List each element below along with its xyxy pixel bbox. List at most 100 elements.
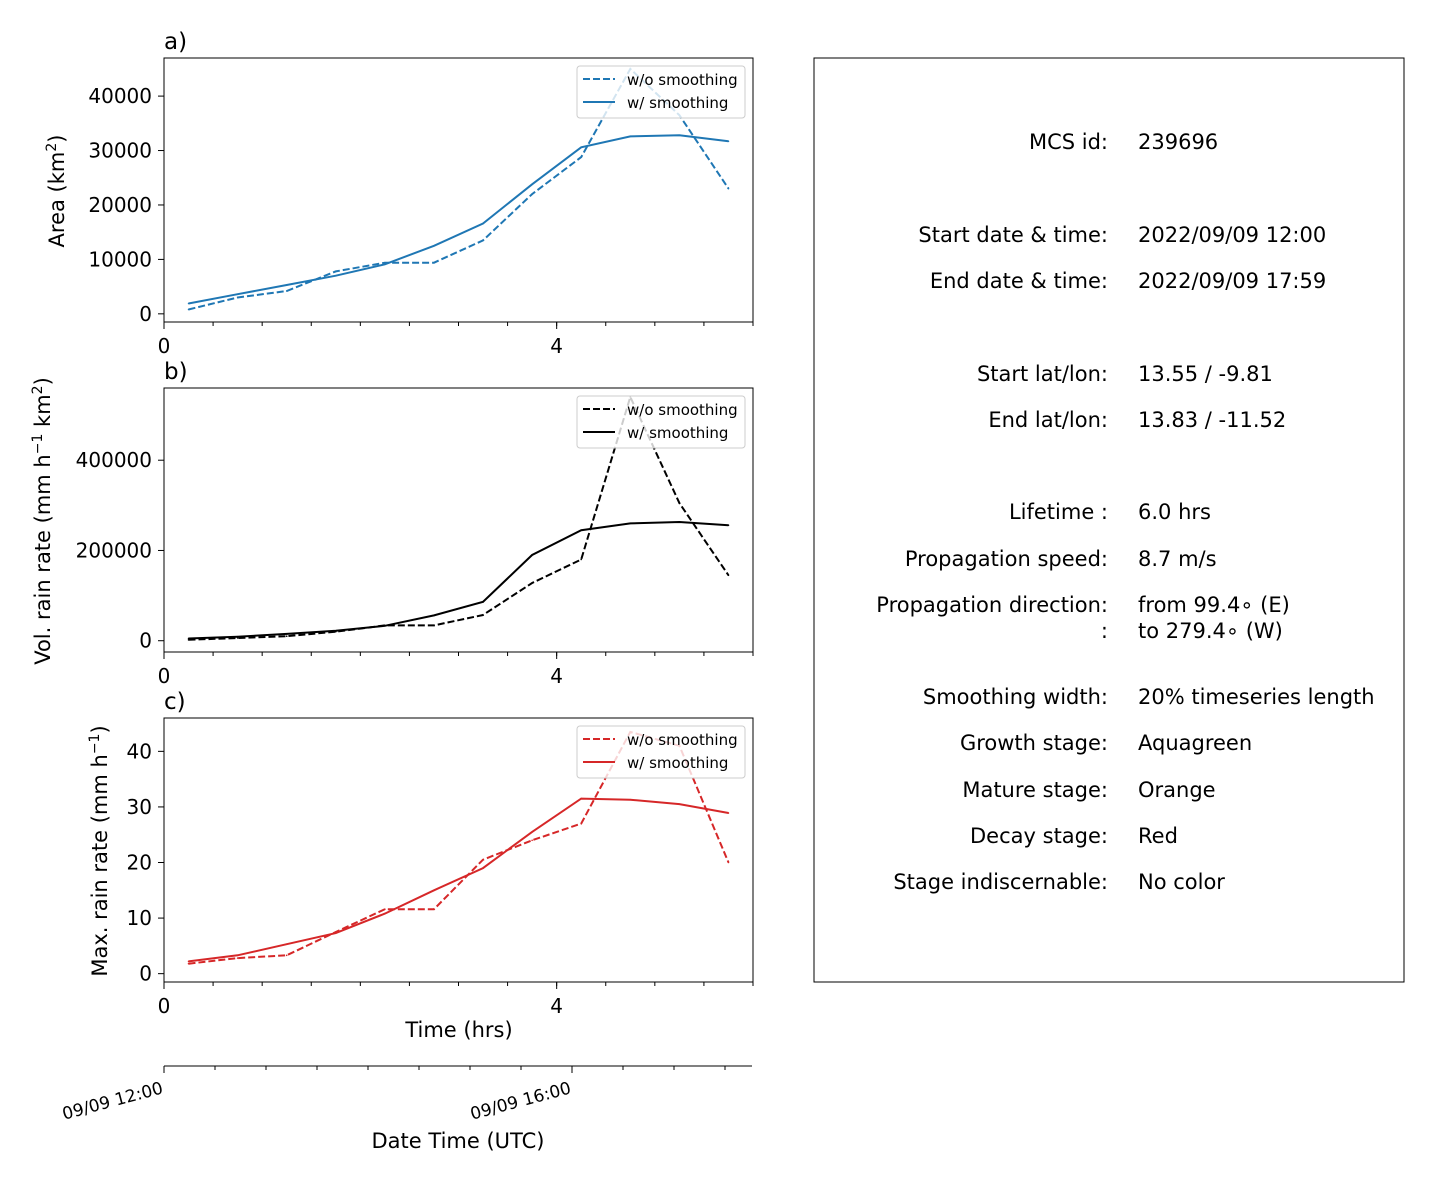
data-point: [727, 524, 730, 526]
info-value: 2022/09/09 17:59: [1138, 269, 1327, 293]
series-line-smoothed: [188, 797, 729, 963]
panel-a: a) 0 10000 20000 30000 40000 0 4 w/o smoothing w…: [44, 29, 754, 358]
data-point: [727, 812, 730, 814]
x-tick-label: 4: [550, 334, 563, 358]
data-point: [531, 839, 533, 842]
y-tick-label: 200000: [76, 538, 152, 562]
y-tick-label: 20000: [88, 193, 152, 217]
info-value: 6.0 hrs: [1138, 500, 1211, 524]
series-line-raw: [188, 394, 730, 641]
data-point: [285, 635, 288, 638]
panel-a-plot: 0 10000 20000 30000 40000 0 4 w/o smoothing w/ s…: [88, 57, 754, 358]
x-tick-label: 0: [158, 994, 171, 1018]
data-point: [285, 954, 288, 957]
data-point: [531, 831, 533, 833]
data-point: [285, 943, 288, 946]
panel-b-plot: 0 200000 400000 0 4 w/o smoothing w/ smoothing: [76, 387, 754, 688]
y-tick-label: 40000: [88, 84, 152, 108]
y-tick-label: 0: [139, 962, 152, 986]
legend-label-smoothed: w/ smoothing: [627, 424, 728, 442]
info-label: End lat/lon:: [988, 408, 1108, 432]
data-point: [384, 912, 386, 915]
info-value: 20% timeseries length: [1138, 685, 1375, 709]
data-point: [187, 302, 190, 305]
info-value: to 279.4∘ (W): [1138, 619, 1283, 643]
legend-box: [576, 725, 746, 779]
legend-label-raw: w/o smoothing: [627, 731, 738, 749]
x-tick-label: 0: [158, 664, 171, 688]
data-point: [580, 529, 583, 531]
y-tick-label: 30: [127, 795, 152, 819]
info-value: Aquagreen: [1138, 731, 1253, 755]
info-label: Smoothing width:: [922, 685, 1108, 709]
info-value: 13.83 / -11.52: [1138, 408, 1287, 432]
data-point: [384, 625, 386, 627]
info-value: Orange: [1138, 778, 1216, 802]
data-point: [580, 822, 583, 825]
panel-b-ylabel: Vol. rain rate (mm h−1 km2): [30, 377, 55, 665]
data-point: [433, 614, 435, 617]
data-point: [678, 502, 681, 504]
info-label: MCS id:: [1028, 130, 1108, 154]
data-point: [482, 239, 484, 242]
y-tick-label: 20: [127, 851, 152, 875]
data-point: [678, 803, 681, 805]
data-point: [433, 624, 435, 627]
data-point: [727, 140, 730, 143]
info-label: Mature stage:: [962, 778, 1108, 802]
y-tick-label: 40: [127, 739, 152, 763]
info-value: 239696: [1138, 130, 1219, 154]
panel-c-ylabel: Max. rain rate (mm h−1): [87, 725, 112, 976]
data-point: [580, 156, 583, 158]
info-value: 13.55 / -9.81: [1138, 362, 1273, 386]
data-point: [531, 554, 533, 556]
info-value: 8.7 m/s: [1138, 547, 1217, 571]
legend-label-raw: w/o smoothing: [627, 401, 738, 419]
data-point: [285, 633, 288, 635]
data-point: [285, 284, 288, 286]
x-tick-label: 4: [550, 664, 563, 688]
series-line-smoothed: [188, 520, 729, 640]
panel-a-ylabel: Area (km2): [44, 135, 69, 248]
data-point: [285, 290, 288, 292]
info-label: Propagation speed:: [904, 547, 1108, 571]
y-tick-label: 10000: [88, 247, 152, 271]
info-label: Lifetime :: [1008, 500, 1108, 524]
data-point: [629, 135, 632, 138]
data-point: [433, 244, 435, 247]
data-point: [433, 889, 435, 892]
info-label: Stage indiscernable:: [893, 870, 1108, 894]
y-tick-label: 0: [139, 629, 152, 653]
data-point: [334, 270, 337, 273]
data-point: [482, 867, 484, 869]
data-point: [187, 308, 190, 311]
data-point: [482, 601, 484, 603]
panel-c-plot: 0 10 20 30 40 0 4 w/o smoothing w/ smoothing: [127, 717, 754, 1018]
info-value: No color: [1138, 870, 1225, 894]
info-value: 2022/09/09 12:00: [1138, 223, 1327, 247]
info-label: Growth stage:: [959, 731, 1108, 755]
info-label: Start date & time:: [918, 223, 1108, 247]
y-tick-label: 10: [127, 906, 152, 930]
data-point: [187, 960, 190, 963]
data-point: [384, 261, 386, 264]
data-point: [629, 798, 632, 801]
panel-b-label: b): [164, 359, 188, 385]
info-value: from 99.4∘ (E): [1138, 593, 1290, 617]
info-box: [813, 57, 1405, 983]
info-value: Red: [1138, 824, 1178, 848]
data-point: [580, 797, 583, 800]
data-point: [531, 193, 533, 195]
data-point: [727, 861, 730, 864]
data-point: [727, 187, 730, 190]
y-tick-label: 30000: [88, 139, 152, 163]
legend-label-raw: w/o smoothing: [627, 71, 738, 89]
data-point: [433, 261, 435, 264]
data-point: [236, 293, 239, 296]
info-label: End date & time:: [929, 269, 1108, 293]
info-label: Propagation direction:: [876, 593, 1108, 617]
data-point: [580, 146, 583, 149]
legend-box: [576, 395, 746, 449]
data-point: [236, 635, 239, 638]
